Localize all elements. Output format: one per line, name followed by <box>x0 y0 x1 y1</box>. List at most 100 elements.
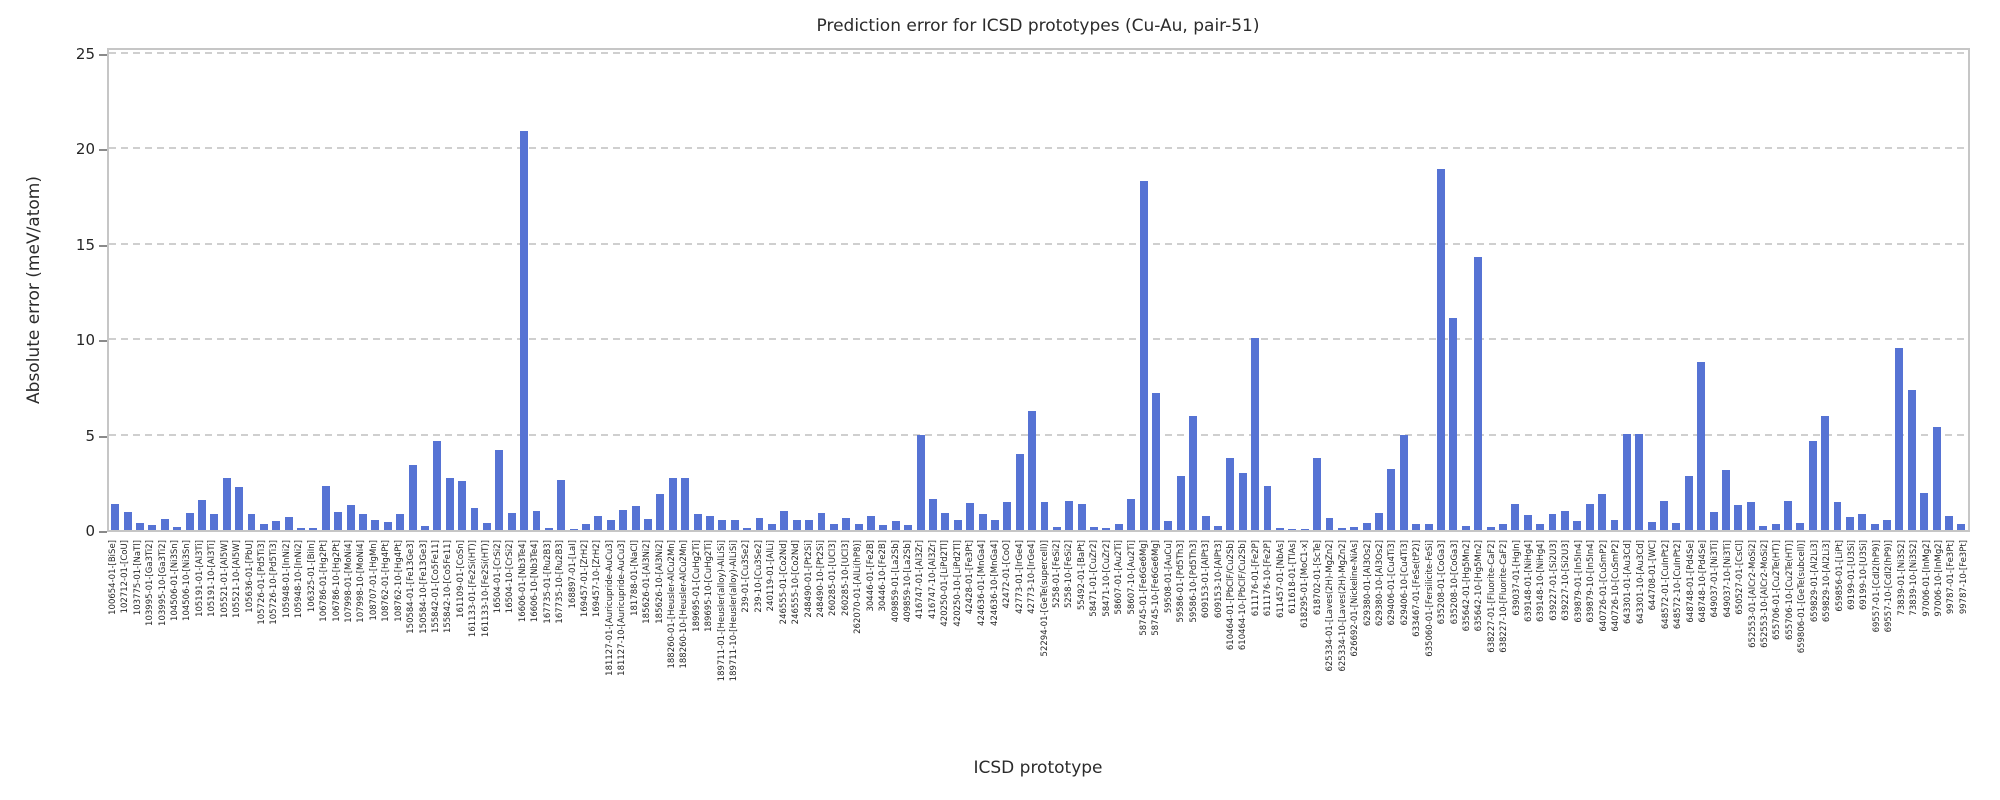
x-tick-label: 629380-01-[Al3Os2] <box>1362 540 1373 627</box>
bar-cell <box>1014 50 1026 530</box>
bar <box>792 520 801 530</box>
bar <box>631 506 640 530</box>
bar-cell <box>1137 50 1149 530</box>
bar <box>817 512 826 530</box>
bar-cell <box>939 50 951 530</box>
bar <box>990 520 999 530</box>
bar-cell <box>617 50 629 530</box>
bar <box>470 508 479 530</box>
bar-cell <box>1782 50 1794 530</box>
x-tick-cell: 424636-01-[MnGa4] <box>977 540 989 752</box>
bar-cell <box>605 50 617 530</box>
x-tick-label: 103995-10-[Ga3Ti2] <box>157 540 168 626</box>
bar-cell <box>221 50 233 530</box>
gridline-y15 <box>109 242 1968 245</box>
bar-cell <box>1856 50 1868 530</box>
x-tick-label: 150584-10-[Fe13Ge3] <box>418 540 429 634</box>
x-tick-label: 611618-01-[TlAs] <box>1288 540 1299 614</box>
x-tick-cell: 655706-10-[Cu2Te(HT)] <box>1784 540 1796 752</box>
bar-cell <box>282 50 294 530</box>
x-tick-cell: 105521-10-[Al5W] <box>231 540 243 752</box>
bar <box>755 517 764 530</box>
x-tick-cell: 59586-01-[Pd5Th3] <box>1175 540 1187 752</box>
plot-area <box>107 48 1970 532</box>
bar-cell <box>1336 50 1348 530</box>
bar <box>978 513 987 530</box>
bar <box>829 524 838 530</box>
bar-cell <box>1051 50 1063 530</box>
bar <box>1127 499 1136 530</box>
x-tick-label: 639148-10-[NiHg4] <box>1536 540 1547 622</box>
x-tick-label: 105191-01-[Al3Ti] <box>194 540 205 617</box>
bar-cell <box>1460 50 1472 530</box>
y-tick-mark <box>99 244 107 247</box>
bar <box>1226 458 1235 530</box>
bar-cell <box>704 50 716 530</box>
x-tick-cell: 73839-10-[Ni3S2] <box>1908 540 1920 752</box>
bar <box>681 477 690 530</box>
x-tick-label: 635642-01-[Hg5Mn2] <box>1461 540 1472 632</box>
bar <box>421 526 429 530</box>
x-tick-label: 648572-10-[CuInPt2] <box>1673 540 1684 630</box>
bar-cell <box>1930 50 1942 530</box>
x-tick-cell: 416747-10-[Al3Zr] <box>927 540 939 752</box>
x-tick-label: 42773-01-[IrGe4] <box>1014 540 1025 614</box>
bar-cell <box>307 50 319 530</box>
bar <box>1672 523 1681 530</box>
x-tick-label: 106325-01-[BiIn] <box>306 540 317 613</box>
x-tick-label: 104506-10-[Ni3Sn] <box>182 540 193 621</box>
bar <box>1622 433 1631 530</box>
x-tick-label: 42472-01-[CoO] <box>1002 540 1013 609</box>
x-tick-label: 108707-01-[HgMn] <box>368 540 379 621</box>
bar <box>1858 513 1867 530</box>
x-tick-cell: 16504-01-[CrSi2] <box>492 540 504 752</box>
bar-cell <box>1509 50 1521 530</box>
x-tick-cell: 107998-10-[MoNi4] <box>355 540 367 752</box>
bar <box>1275 528 1284 530</box>
bar <box>1300 529 1309 530</box>
bar-cell <box>518 50 530 530</box>
x-tick-label: 155842-01-[Co5Fe11] <box>430 540 441 634</box>
x-tick-label: 424636-01-[MnGa4] <box>977 540 988 626</box>
bar-cell <box>1187 50 1199 530</box>
x-tick-cell: 618702-01-[ScTe] <box>1312 540 1324 752</box>
x-tick-label: 635208-10-[CoGa3] <box>1449 540 1460 625</box>
bar <box>1399 434 1408 530</box>
x-tick-cell: 239-10-[Cu3Se2] <box>753 540 765 752</box>
x-tick-label: 52294-01-[GeTe(supercell)] <box>1039 540 1050 657</box>
bar <box>334 511 343 530</box>
x-tick-cell: 16606-10-[Nb3Te4] <box>529 540 541 752</box>
bar <box>1771 524 1780 530</box>
x-axis-title: ICSD prototype <box>973 758 1103 778</box>
bar-cell <box>1348 50 1360 530</box>
bar-cell <box>1794 50 1806 530</box>
y-tick-mark <box>99 54 107 56</box>
bar-cell <box>344 50 356 530</box>
x-tick-label: 626692-01-[Nickeline-NiAs] <box>1350 540 1361 657</box>
bar-cell <box>183 50 195 530</box>
x-tick-label: 107998-10-[MoNi4] <box>356 540 367 623</box>
y-tick-label: 5 <box>85 426 95 445</box>
x-tick-label: 262070-01-[AlLi(hP8)] <box>853 540 864 634</box>
bar-cell <box>121 50 133 530</box>
x-tick-cell: 69199-10-[U3Si] <box>1858 540 1870 752</box>
bar-cell <box>1658 50 1670 530</box>
bar <box>1684 475 1693 530</box>
x-tick-label: 625334-01-[Laves(2H)-MgZn2] <box>1325 540 1336 672</box>
bar-cell <box>1707 50 1719 530</box>
bar <box>1052 527 1061 530</box>
x-tick-cell: 69199-01-[U3Si] <box>1846 540 1858 752</box>
bar-cell <box>1534 50 1546 530</box>
x-tick-label: 659856-01-[LiPt] <box>1834 540 1845 612</box>
bar-cell <box>927 50 939 530</box>
bar <box>1461 526 1470 530</box>
bar-cell <box>1026 50 1038 530</box>
x-tick-cell: 42773-10-[IrGe4] <box>1026 540 1038 752</box>
bar <box>222 478 231 530</box>
bar-cell <box>394 50 406 530</box>
x-tick-label: 618702-01-[ScTe] <box>1312 540 1323 616</box>
x-tick-cell: 103995-01-[Ga3Ti2] <box>144 540 156 752</box>
x-tick-label: 105948-10-[InNi2] <box>294 540 305 619</box>
bar-cell <box>1918 50 1930 530</box>
x-tick-cell: 168897-01-[LaI] <box>567 540 579 752</box>
